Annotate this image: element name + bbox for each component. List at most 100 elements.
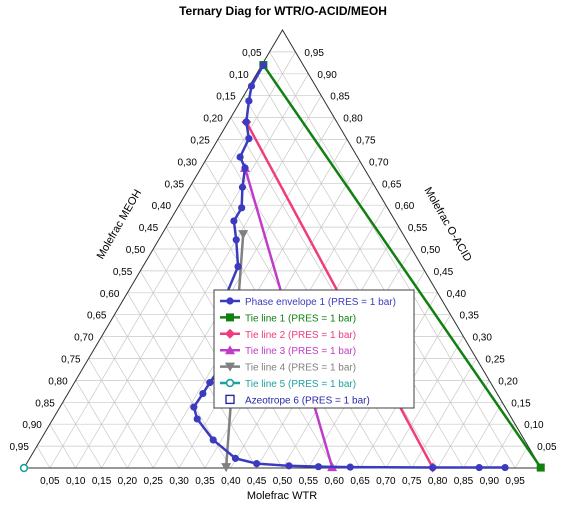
- data-point: [209, 436, 217, 444]
- left-tick-label: 0,55: [113, 267, 133, 278]
- left-tick-label: 0,05: [242, 48, 262, 59]
- left-tick-label: 0,90: [22, 420, 42, 431]
- legend-swatch-marker: [225, 345, 235, 355]
- right-tick-label: 0,35: [460, 311, 480, 322]
- legend-swatch-marker: [226, 297, 234, 305]
- series-group: [19, 61, 545, 473]
- data-point: [241, 164, 249, 172]
- bottom-tick-label: 0,35: [195, 476, 215, 487]
- data-point: [247, 82, 256, 90]
- data-point: [234, 262, 242, 271]
- bottom-tick-label: 0,50: [273, 476, 293, 487]
- gridline-wtr: [514, 445, 529, 469]
- gridline-meoh: [243, 95, 464, 469]
- series-line: [262, 64, 542, 469]
- legend-label: Tie line 1 (PRES = 1 bar): [245, 313, 356, 324]
- left-tick-label: 0,45: [139, 223, 159, 234]
- data-point: [19, 463, 29, 473]
- bottom-tick-label: 0,40: [221, 476, 241, 487]
- bottom-tick-label: 0,60: [324, 476, 344, 487]
- legend-swatch-marker: [225, 394, 235, 405]
- legend: Phase envelope 1 (PRES = 1 bar) Tie line …: [213, 289, 415, 409]
- legend-swatch-marker: [226, 313, 234, 322]
- bottom-tick-label: 0,95: [505, 476, 525, 487]
- legend-swatch-marker: [225, 378, 235, 388]
- legend-swatch-marker: [225, 328, 235, 339]
- legend-swatch-marker: [225, 362, 235, 372]
- bottom-tick-label: 0,85: [454, 476, 474, 487]
- left-tick-label: 0,20: [203, 114, 223, 125]
- data-point: [236, 153, 244, 161]
- gridline-wtr: [411, 358, 477, 469]
- left-tick-label: 0,75: [61, 355, 81, 366]
- left-tick-label: 0,15: [216, 92, 236, 103]
- right-tick-label: 0,95: [304, 48, 324, 59]
- chart-title: Ternary Diag for WTR/O-ACID/MEOH: [179, 4, 387, 18]
- gridline-wtr: [101, 95, 322, 469]
- legend-item: Tie line 1 (PRES = 1 bar): [220, 313, 356, 324]
- bottom-tick-label: 0,05: [40, 476, 60, 487]
- right-tick-label: 0,85: [330, 92, 350, 103]
- data-point: [230, 217, 238, 225]
- legend-label: Azeotrope 6 (PRES = 1 bar): [245, 395, 370, 406]
- legend-item: Phase envelope 1 (PRES = 1 bar): [220, 297, 396, 308]
- right-tick-label: 0,50: [421, 245, 441, 256]
- data-point: [253, 460, 261, 468]
- data-point: [346, 463, 354, 471]
- tick-labels: 0,05 0,05 0,05 0,10 0,10 0,10 0,15 0,15 0,15 0,20…: [9, 48, 557, 487]
- right-tick-label: 0,10: [524, 420, 544, 431]
- legend-label: Phase envelope 1 (PRES = 1 bar): [245, 297, 396, 308]
- data-point: [199, 389, 207, 398]
- bottom-axis-label: Molefrac WTR: [247, 490, 317, 502]
- gridline-wtr: [437, 380, 490, 469]
- data-point: [206, 378, 214, 387]
- left-tick-label: 0,10: [229, 70, 249, 81]
- gridline-wtr: [49, 51, 296, 469]
- data-point: [238, 204, 246, 212]
- left-tick-label: 0,70: [74, 333, 94, 344]
- gridline-meoh: [269, 51, 516, 469]
- right-tick-label: 0,25: [485, 355, 505, 366]
- data-point: [501, 463, 509, 472]
- gridline-meoh: [140, 270, 257, 469]
- left-tick-label: 0,60: [100, 289, 120, 300]
- bottom-tick-label: 0,65: [350, 476, 370, 487]
- data-point: [232, 236, 240, 244]
- legend-label: Tie line 4 (PRES = 1 bar): [245, 363, 356, 374]
- left-tick-label: 0,95: [9, 442, 29, 453]
- left-tick-label: 0,35: [165, 179, 185, 190]
- gridline-wtr: [385, 336, 464, 469]
- right-tick-label: 0,55: [408, 223, 428, 234]
- bottom-tick-label: 0,30: [169, 476, 189, 487]
- gridline-meoh: [62, 402, 102, 469]
- legend-label: Tie line 3 (PRES = 1 bar): [245, 346, 356, 357]
- right-tick-label: 0,45: [434, 267, 454, 278]
- gridline-meoh: [49, 424, 77, 469]
- bottom-tick-label: 0,55: [299, 476, 319, 487]
- data-point: [245, 97, 253, 105]
- data-point: [190, 403, 198, 411]
- legend-item: Azeotrope 6 (PRES = 1 bar): [225, 394, 370, 406]
- data-point: [314, 463, 323, 471]
- gridline-wtr: [488, 424, 516, 469]
- gridline-meoh: [101, 336, 180, 469]
- legend-label: Tie line 2 (PRES = 1 bar): [245, 330, 356, 341]
- bottom-tick-label: 0,10: [66, 476, 86, 487]
- series-6: [19, 463, 29, 473]
- data-point: [221, 463, 232, 473]
- data-point: [238, 183, 247, 191]
- legend-item: Tie line 4 (PRES = 1 bar): [220, 362, 356, 374]
- right-tick-label: 0,75: [356, 136, 376, 147]
- right-tick-label: 0,60: [395, 201, 415, 212]
- data-point: [429, 463, 437, 472]
- gridline-meoh: [114, 314, 206, 469]
- data-point: [242, 118, 250, 126]
- legend-item: Tie line 5 (PRES = 1 bar): [220, 378, 356, 390]
- legend-items: Phase envelope 1 (PRES = 1 bar) Tie line …: [220, 297, 396, 406]
- data-point: [259, 61, 267, 69]
- gridline-wtr: [463, 402, 503, 469]
- bottom-tick-label: 0,70: [376, 476, 396, 487]
- triangle-frame: [23, 29, 542, 469]
